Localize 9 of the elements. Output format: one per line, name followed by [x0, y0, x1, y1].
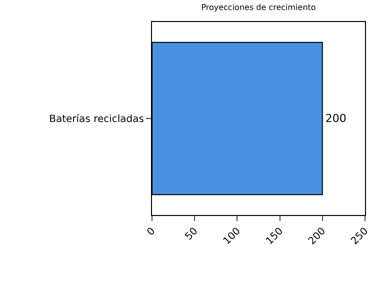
x-tick-label: 150	[264, 226, 286, 248]
y-tick-label: Baterías recicladas	[49, 114, 144, 125]
x-tick-label: 250	[349, 226, 371, 248]
x-tick-label: 100	[222, 226, 243, 248]
x-tick-label: 200	[306, 226, 328, 248]
x-tick-label: 0	[145, 226, 158, 238]
data-label: 200	[325, 112, 346, 125]
x-tick-label: 50	[183, 226, 200, 243]
chart-title: Proyecciones de crecimiento	[201, 2, 316, 12]
